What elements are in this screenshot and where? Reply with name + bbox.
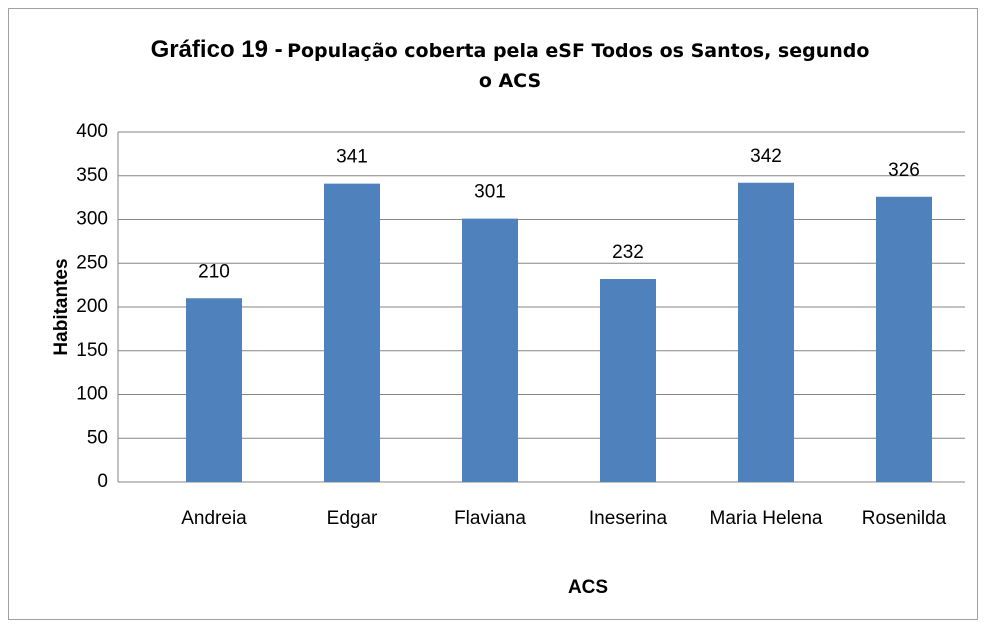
y-tick-label: 50	[87, 427, 108, 448]
bar	[876, 196, 932, 482]
bar	[186, 298, 242, 482]
y-tick-label: 250	[76, 252, 108, 273]
y-tick-label: 0	[97, 471, 108, 492]
y-tick-label: 100	[76, 384, 108, 405]
x-tick-label: Edgar	[326, 508, 378, 529]
chart-frame	[8, 8, 978, 620]
y-tick-label: 300	[76, 209, 108, 230]
title-prefix: Gráfico 19 -	[150, 36, 283, 63]
chart-title: Gráfico 19 - População coberta pela eSF …	[150, 36, 870, 97]
x-axis-label: ACS	[568, 577, 608, 598]
value-label: 326	[888, 160, 920, 181]
x-tick-label: Flaviana	[454, 508, 526, 529]
bar	[600, 279, 656, 482]
bar	[462, 218, 518, 482]
value-label: 341	[336, 147, 368, 168]
value-label: 342	[750, 146, 782, 167]
y-axis-label: Habitantes	[51, 258, 72, 355]
value-label: 232	[612, 242, 644, 263]
bar	[324, 183, 380, 482]
value-label: 301	[474, 182, 506, 203]
bar	[738, 182, 794, 482]
y-tick-label: 200	[76, 296, 108, 317]
x-tick-label: Ineserina	[588, 508, 668, 529]
x-tick-label: Maria Helena	[709, 508, 823, 529]
title-text: População coberta pela eSF Todos os Sant…	[287, 40, 870, 92]
x-tick-label: Rosenilda	[861, 508, 947, 529]
x-tick-label: Andreia	[181, 508, 247, 529]
y-tick-label: 400	[76, 121, 108, 142]
y-tick-label: 350	[76, 165, 108, 186]
value-label: 210	[198, 261, 230, 282]
y-tick-label: 150	[76, 340, 108, 361]
